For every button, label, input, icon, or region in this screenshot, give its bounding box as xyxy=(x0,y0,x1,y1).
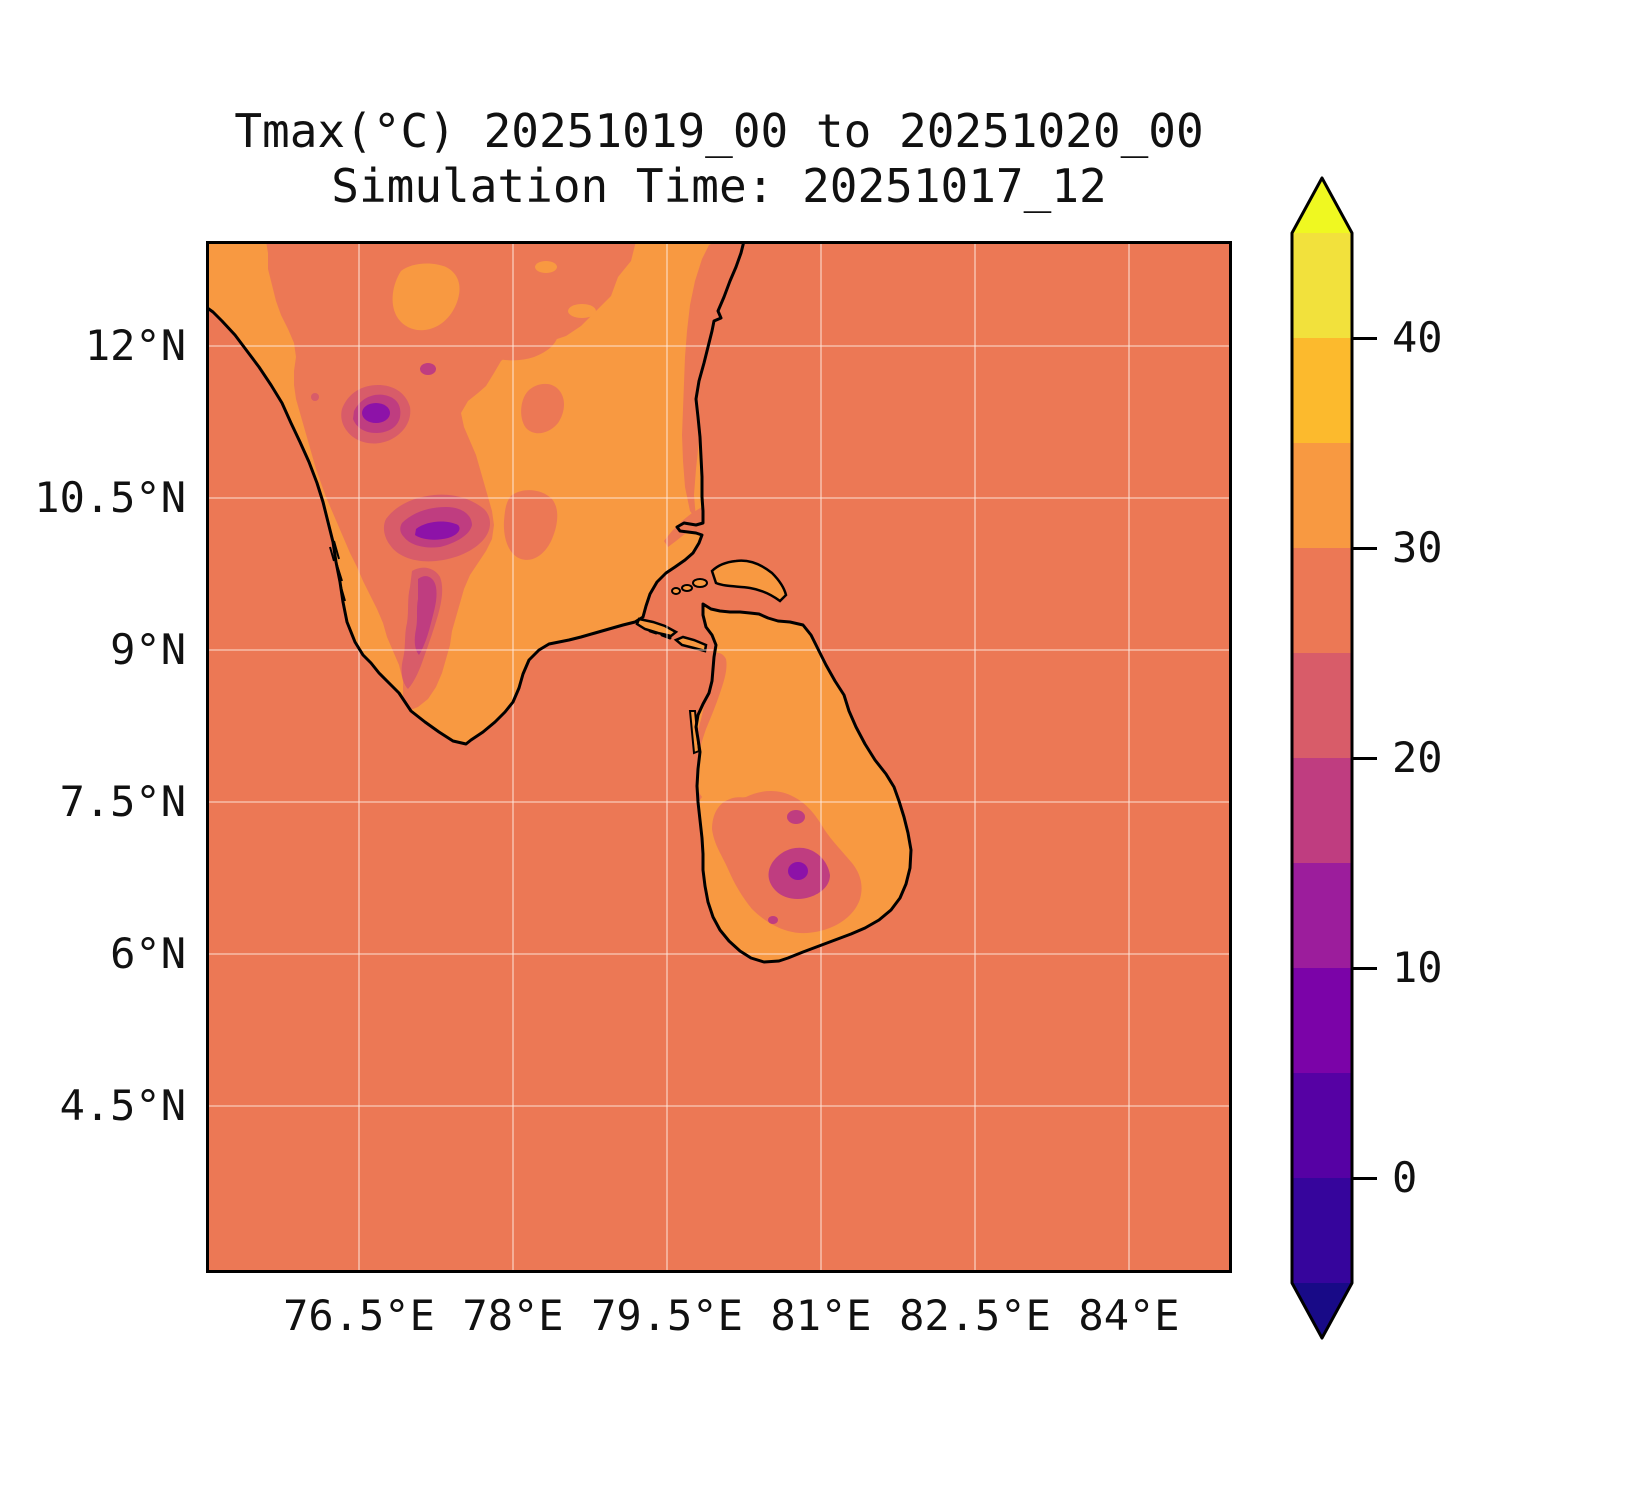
india-east-coast-cool-strip xyxy=(682,241,746,519)
colorbar-tick-20 xyxy=(1352,757,1377,760)
colorbar-tick-0 xyxy=(1352,1177,1377,1180)
colorbar-segment xyxy=(1292,548,1352,653)
x-tick-label-81e: 81°E xyxy=(770,1291,872,1340)
colorbar-segment xyxy=(1292,443,1352,548)
colorbar-tick-10 xyxy=(1352,967,1377,970)
y-tick-label-7-5n: 7.5°N xyxy=(59,777,186,826)
magenta-spot-north-of-nilgiri xyxy=(420,363,436,375)
y-tick-label-6n: 6°N xyxy=(110,929,186,978)
colorbar-segment xyxy=(1292,758,1352,863)
anaimalai-purple-core xyxy=(415,521,460,540)
ghats-tail-magenta-strip xyxy=(414,576,437,655)
sri-lanka-nw-cool-band xyxy=(689,652,727,803)
jaffna-islet xyxy=(671,587,681,595)
jaffna-peninsula xyxy=(710,559,788,603)
sri-lanka-coastline xyxy=(694,602,913,964)
colorbar-segment xyxy=(1292,1073,1352,1178)
india-cool-blob xyxy=(521,383,564,434)
colorbar-outline xyxy=(1290,176,1354,1340)
india-warm-hole xyxy=(535,261,557,273)
crimson-speck-west-ghats xyxy=(311,393,319,401)
jaffna-islet xyxy=(692,578,708,588)
sri-lanka-magenta-dot-lower xyxy=(768,916,778,924)
colorbar-label-30: 30 xyxy=(1392,523,1443,572)
graticule-gridlines xyxy=(206,241,1232,1273)
colorbar-segment xyxy=(1292,968,1352,1073)
nilgiri-purple-core xyxy=(362,403,390,423)
india-warm-hole xyxy=(392,263,460,331)
colorbar-segment xyxy=(1292,1178,1352,1283)
x-tick-label-82-5e: 82.5°E xyxy=(899,1291,1051,1340)
colorbar-tick-30 xyxy=(1352,547,1377,550)
x-tick-label-84e: 84°E xyxy=(1078,1291,1180,1340)
colorbar-under-arrow xyxy=(1292,1283,1352,1338)
y-tick-label-9n: 9°N xyxy=(110,625,186,674)
india-cool-blob xyxy=(469,299,559,361)
colorbar-segment xyxy=(1292,863,1352,968)
colorbar-segment xyxy=(1292,338,1352,443)
title-line-2: Simulation Time: 20251017_12 xyxy=(331,159,1107,213)
figure-title: Tmax(°C) 20251019_00 to 20251020_00 Simu… xyxy=(206,104,1232,214)
x-tick-label-76-5e: 76.5°E xyxy=(283,1291,435,1340)
colorbar-segment xyxy=(1292,233,1352,338)
colorbar-segment xyxy=(1292,653,1352,758)
jaffna-islet xyxy=(681,584,693,592)
colorbar xyxy=(1290,176,1354,1340)
plot-frame xyxy=(206,241,1232,1273)
sri-lanka-highland-purple-core xyxy=(788,862,808,880)
colorbar-label-10: 10 xyxy=(1392,943,1443,992)
india-coastline xyxy=(206,241,746,746)
colorbar-segments xyxy=(1292,233,1352,1283)
india-calimere-cool-patch xyxy=(664,507,703,547)
colorbar-over-arrow xyxy=(1292,178,1352,233)
india-warm-hole xyxy=(568,304,596,318)
india-cool-blob xyxy=(503,490,558,560)
x-tick-label-78e: 78°E xyxy=(462,1291,564,1340)
map-plot xyxy=(206,241,1232,1273)
colorbar-label-40: 40 xyxy=(1392,313,1443,362)
adams-bridge-shoals xyxy=(648,629,672,640)
colorbar-tick-40 xyxy=(1352,337,1377,340)
x-tick-label-79-5e: 79.5°E xyxy=(591,1291,743,1340)
y-tick-label-12n: 12°N xyxy=(84,321,186,370)
y-tick-label-10-5n: 10.5°N xyxy=(34,473,186,522)
sri-lanka-magenta-spot-upper xyxy=(787,810,805,824)
title-line-1: Tmax(°C) 20251019_00 to 20251020_00 xyxy=(234,104,1204,158)
y-tick-label-4-5n: 4.5°N xyxy=(59,1081,186,1130)
colorbar-label-20: 20 xyxy=(1392,733,1443,782)
colorbar-label-0: 0 xyxy=(1392,1153,1418,1202)
